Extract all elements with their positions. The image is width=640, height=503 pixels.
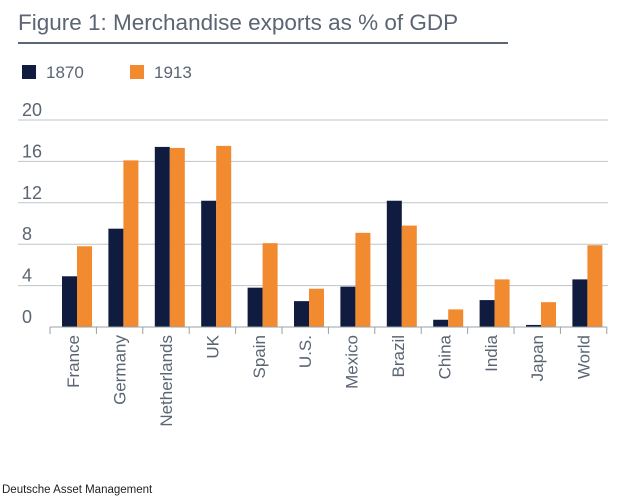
x-label-japan: Japan (528, 335, 547, 381)
x-label-mexico: Mexico (343, 335, 362, 389)
source-note: Deutsche Asset Management (2, 484, 153, 496)
title-underline (18, 42, 508, 44)
x-label-netherlands: Netherlands (157, 335, 176, 427)
bar-uk-1870 (201, 200, 217, 327)
bar-world-1870 (572, 279, 588, 327)
bar-spain-1870 (247, 287, 263, 327)
gridlines (18, 119, 608, 287)
x-label-us: U.S. (296, 335, 315, 368)
bar-uk-1913 (216, 145, 232, 327)
chart-title: Figure 1: Merchandise exports as % of GD… (18, 10, 459, 35)
legend-label-1870: 1870 (46, 63, 84, 82)
bar-chart: 1870 1913 0 4 8 12 16 20 France Germany Netherla… (18, 63, 608, 427)
y-tick-label-8: 8 (22, 224, 32, 244)
bars (62, 145, 603, 327)
x-axis-labels: France Germany Netherlands UK Spain U.S. Mexic… (64, 334, 593, 426)
x-axis (49, 326, 608, 334)
x-label-brazil: Brazil (389, 335, 408, 378)
bar-japan-1913 (541, 302, 556, 327)
x-label-france: France (64, 335, 83, 388)
legend-label-1913: 1913 (154, 63, 192, 82)
bar-germany-1913 (123, 160, 139, 327)
bar-china-1913 (448, 309, 464, 327)
bar-world-1913 (587, 245, 603, 327)
bar-brazil-1870 (386, 200, 402, 327)
legend-swatch-1913 (130, 65, 144, 79)
bar-japan-1870 (526, 324, 541, 327)
x-label-china: China (435, 334, 454, 379)
y-tick-label-0: 0 (22, 307, 32, 327)
legend-swatch-1870 (22, 65, 36, 79)
bar-germany-1870 (108, 228, 124, 327)
bar-netherlands-1870 (154, 146, 170, 327)
bar-us-1870 (294, 301, 309, 327)
bar-netherlands-1913 (169, 147, 185, 327)
bar-spain-1913 (262, 243, 278, 327)
bar-us-1913 (309, 288, 324, 327)
bar-india-1870 (479, 300, 495, 327)
y-tick-label-12: 12 (22, 183, 42, 203)
x-label-germany: Germany (111, 335, 130, 405)
bar-india-1913 (494, 279, 510, 327)
bar-france-1913 (77, 246, 92, 327)
y-tick-label-20: 20 (22, 100, 42, 120)
x-label-india: India (482, 334, 501, 371)
bar-brazil-1913 (401, 225, 417, 327)
y-tick-label-16: 16 (22, 141, 42, 161)
x-label-world: World (575, 335, 594, 379)
y-tick-label-4: 4 (22, 266, 32, 286)
legend: 1870 1913 (22, 63, 192, 82)
x-label-uk: UK (203, 334, 222, 358)
bar-china-1870 (433, 319, 449, 327)
x-label-spain: Spain (250, 335, 269, 378)
bar-mexico-1913 (355, 232, 371, 327)
y-axis-ticks: 0 4 8 12 16 20 (22, 100, 42, 327)
bar-mexico-1870 (340, 286, 356, 327)
bar-france-1870 (62, 276, 77, 327)
